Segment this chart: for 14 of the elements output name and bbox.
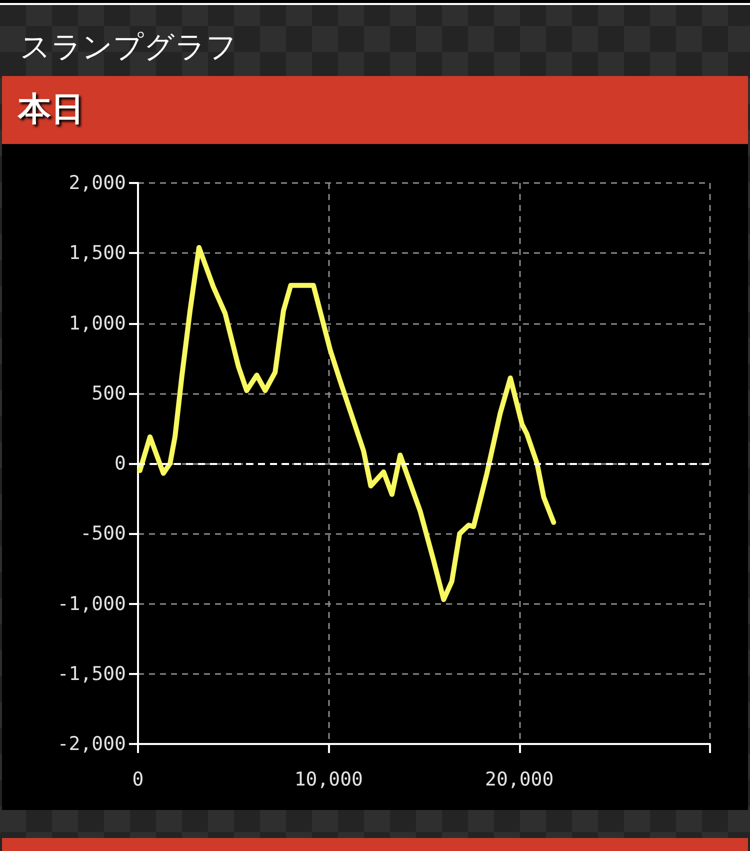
y-tick-label: 1,000 — [68, 312, 126, 334]
y-tick-label: -2,000 — [57, 733, 126, 755]
x-tick-label: 0 — [132, 768, 144, 790]
y-tick-label: 1,500 — [68, 242, 126, 264]
chart-title: スランプグラフ — [20, 29, 237, 67]
chart-subtitle: 本日 — [18, 88, 84, 130]
y-tick-label: -1,000 — [57, 592, 126, 615]
y-tick-label: -500 — [80, 522, 126, 545]
x-tick-label: 10,000 — [294, 768, 363, 790]
y-tick-label: 0 — [114, 452, 126, 474]
y-tick-label: 2,000 — [68, 172, 126, 194]
y-tick-label: 500 — [92, 382, 126, 404]
y-tick-label: -1,500 — [57, 662, 126, 685]
x-tick-label: 20,000 — [485, 768, 554, 790]
